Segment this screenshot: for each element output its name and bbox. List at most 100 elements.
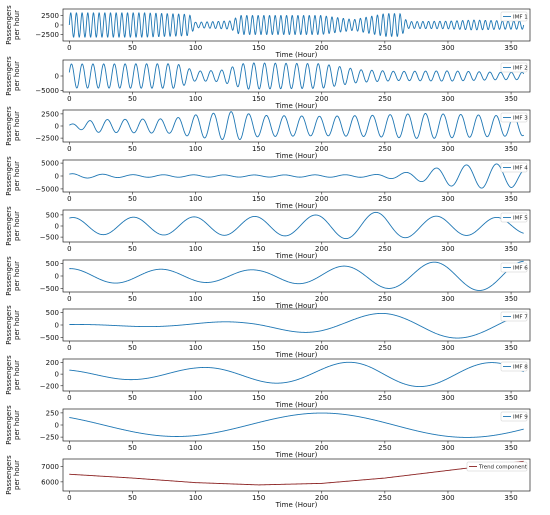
y-axis-label: Passengersper hour (5, 405, 21, 445)
x-tick-label: 350 (504, 195, 517, 203)
x-tick-label: 250 (378, 344, 391, 352)
x-tick-label: 300 (441, 494, 454, 502)
legend-label: IMF 3 (513, 116, 528, 122)
x-tick-label: 300 (441, 145, 454, 153)
x-tick-label: 300 (441, 195, 454, 203)
x-tick-label: 350 (504, 145, 517, 153)
legend-label: IMF 5 (513, 216, 528, 222)
axes-frame (62, 209, 531, 243)
series-line-8 (69, 361, 524, 388)
y-tick-label: 250 (46, 409, 59, 417)
x-tick-label: 250 (378, 295, 391, 303)
x-tick-label: 50 (128, 195, 137, 203)
x-axis-label: Time (Hour) (275, 252, 318, 260)
x-tick-label: 100 (189, 245, 202, 253)
x-tick-label: 250 (378, 44, 391, 52)
axes-frame (62, 358, 531, 392)
x-tick-label: 200 (315, 145, 328, 153)
y-axis-label: Passengersper hour (5, 5, 21, 45)
y-tick-label: −500 (40, 285, 59, 293)
subplot-5: 0 50 100 150 200 250 300 350 −500 0 500 Time (Hour)… (5, 206, 531, 260)
x-tick-label: 100 (189, 295, 202, 303)
subplot-4: 0 50 100 150 200 250 300 350 −5000 0 5000 Time (Hou… (5, 156, 531, 210)
axes-frame (62, 458, 531, 492)
series-line-10 (69, 460, 524, 486)
subplot-10: 0 50 100 150 200 250 300 350 6000 7000 Time (Hour)… (5, 455, 531, 509)
legend-box (500, 112, 528, 123)
y-tick-label: −500 (40, 334, 59, 342)
axes-frame (62, 159, 531, 193)
legend-box (466, 461, 528, 472)
y-axis-label: Passengersper hour (5, 305, 21, 345)
x-tick-label: 100 (189, 394, 202, 402)
x-tick-label: 150 (252, 295, 265, 303)
x-axis-label: Time (Hour) (275, 102, 318, 110)
x-tick-label: 200 (315, 444, 328, 452)
x-tick-label: 0 (67, 494, 71, 502)
x-tick-label: 350 (504, 95, 517, 103)
legend-label: IMF 7 (513, 315, 528, 321)
x-tick-label: 350 (504, 344, 517, 352)
legend-box (500, 361, 528, 372)
x-tick-label: 250 (378, 494, 391, 502)
x-tick-label: 250 (378, 394, 391, 402)
x-tick-label: 300 (441, 344, 454, 352)
x-tick-label: 0 (67, 44, 71, 52)
x-tick-label: 150 (252, 145, 265, 153)
x-tick-label: 200 (315, 295, 328, 303)
y-axis-label: Passengersper hour (5, 156, 21, 196)
x-tick-label: 0 (67, 245, 71, 253)
x-tick-label: 300 (441, 295, 454, 303)
x-tick-label: 350 (504, 394, 517, 402)
legend-label: IMF 8 (513, 365, 528, 371)
x-axis-label: Time (Hour) (275, 202, 318, 210)
x-tick-label: 0 (67, 195, 71, 203)
y-tick-label: −2500 (35, 31, 59, 39)
x-tick-label: 0 (67, 295, 71, 303)
legend-box (500, 11, 528, 22)
x-tick-label: 200 (315, 494, 328, 502)
series-line-2 (68, 62, 525, 90)
x-tick-label: 100 (189, 44, 202, 52)
x-axis-label: Time (Hour) (275, 501, 318, 509)
legend-box (500, 162, 528, 173)
legend-label: IMF 6 (513, 266, 528, 272)
x-tick-label: 250 (378, 95, 391, 103)
x-tick-label: 100 (189, 344, 202, 352)
y-tick-label: 0 (55, 273, 59, 281)
y-tick-label: 0 (55, 371, 59, 379)
series-line-5 (69, 211, 524, 240)
y-axis-label: Passengersper hour (5, 206, 21, 246)
x-axis-label: Time (Hour) (275, 302, 318, 310)
x-tick-label: 0 (67, 95, 71, 103)
subplot-3: 0 50 100 150 200 250 300 350 −2500 0 2500 Time (Hou… (5, 106, 531, 160)
x-tick-label: 200 (315, 344, 328, 352)
x-tick-label: 0 (67, 444, 71, 452)
x-tick-label: 50 (128, 444, 137, 452)
y-tick-label: 2500 (41, 110, 59, 118)
y-tick-label: −5000 (35, 87, 59, 95)
x-tick-label: 100 (189, 195, 202, 203)
x-tick-label: 300 (441, 245, 454, 253)
y-axis-label: Passengersper hour (5, 355, 21, 395)
x-tick-label: 100 (189, 494, 202, 502)
x-tick-label: 200 (315, 394, 328, 402)
x-tick-label: 50 (128, 394, 137, 402)
x-tick-label: 150 (252, 44, 265, 52)
x-tick-label: 150 (252, 394, 265, 402)
x-tick-label: 50 (128, 344, 137, 352)
series-line-7 (69, 312, 524, 339)
x-tick-label: 350 (504, 494, 517, 502)
y-tick-label: 0 (55, 173, 59, 181)
x-axis-label: Time (Hour) (275, 451, 318, 459)
legend-box (500, 311, 528, 322)
x-tick-label: 50 (128, 44, 137, 52)
y-tick-label: −5000 (35, 185, 59, 193)
y-axis-label: Passengersper hour (5, 56, 21, 96)
series-line-9 (69, 412, 524, 438)
x-tick-label: 50 (128, 145, 137, 153)
y-tick-label: 0 (55, 422, 59, 430)
y-tick-label: 0 (55, 322, 59, 330)
